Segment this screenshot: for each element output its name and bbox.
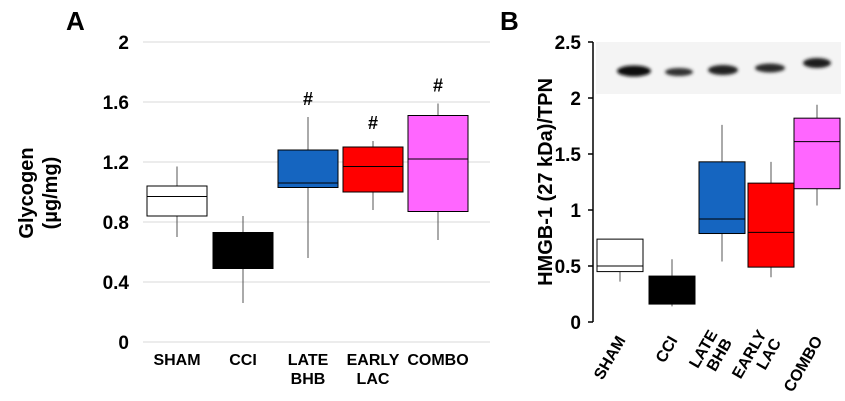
panel-b-box-early-lac bbox=[747, 182, 795, 268]
panel-b-y-tick-label: 1.5 bbox=[555, 145, 582, 166]
panel-a-boxes: # # # bbox=[146, 76, 469, 303]
panel-b-box-sham bbox=[596, 238, 644, 273]
panel-a-y-tick-label: 2 bbox=[118, 33, 129, 54]
panel-b-y-axis-label: HMGB-1 (27 kDa)/TPN bbox=[535, 78, 557, 286]
panel-b-category-label-cci: CCI bbox=[653, 334, 682, 366]
panel-b-category-label-sham: SHAM bbox=[591, 334, 629, 383]
western-blot-inset bbox=[596, 42, 841, 94]
panel-a-y-axis-label-line2: (µg/mg) bbox=[40, 157, 62, 230]
panel-b-box-late-bhb bbox=[698, 161, 746, 235]
panel-b-letter: B bbox=[500, 6, 519, 36]
panel-a-annotation-late-bhb: # bbox=[303, 89, 313, 109]
panel-a-y-tick-label: 0.8 bbox=[103, 213, 129, 234]
blot-band-cci bbox=[665, 68, 693, 76]
panel-a-plot: 0 0.4 0.8 1.2 1.6 2 # # # SHAM CCI LATE BHB EARLY LA… bbox=[103, 33, 490, 388]
panel-b-box-combo bbox=[793, 117, 841, 190]
panel-b-y-tick-label: 0 bbox=[570, 313, 581, 334]
panel-a-box-cci bbox=[212, 232, 274, 269]
panel-b-y-tick-label: 2 bbox=[570, 89, 581, 110]
blot-band-sham bbox=[617, 65, 651, 77]
panel-b-category-label-late-bhb: LATEBHB bbox=[686, 327, 736, 379]
blot-band-combo bbox=[803, 58, 831, 68]
panel-a-box-late-bhb bbox=[277, 149, 339, 188]
panel-b-y-tick-label: 1 bbox=[570, 201, 581, 222]
panel-a-box-sham bbox=[146, 185, 208, 217]
panel-b-y-ticks: 0 0.5 1 1.5 2 2.5 bbox=[555, 33, 593, 334]
panel-a-category-labels: SHAM CCI LATE BHB EARLY LAC COMBO bbox=[153, 352, 468, 388]
panel-a-gridlines bbox=[143, 41, 490, 343]
panel-b-category-label-early-lac: EARLYLAC bbox=[729, 327, 785, 390]
panel-b-box-cci bbox=[648, 275, 696, 305]
panel-b-y-tick-label: 0.5 bbox=[555, 257, 582, 278]
panel-a-annotation-combo: # bbox=[433, 76, 443, 96]
panel-a-category-label-early-lac: EARLY LAC bbox=[347, 352, 400, 388]
blot-band-late-bhb bbox=[708, 65, 738, 75]
panel-a-letter: A bbox=[66, 6, 85, 36]
panel-a-category-label-sham: SHAM bbox=[153, 352, 200, 369]
panel-a-y-tick-label: 0 bbox=[118, 333, 129, 354]
panel-b-boxes bbox=[596, 104, 841, 307]
panel-b-y-tick-label: 2.5 bbox=[555, 33, 582, 54]
panel-a-category-label-cci: CCI bbox=[229, 352, 257, 369]
panel-a-annotation-early-lac: # bbox=[368, 113, 378, 133]
panel-a-category-label-late-bhb: LATE BHB bbox=[288, 352, 329, 388]
blot-band-early-lac bbox=[755, 63, 785, 73]
panel-a-y-tick-label: 1.6 bbox=[103, 93, 129, 114]
panel-a-y-tick-label: 1.2 bbox=[103, 153, 129, 174]
panel-a-y-axis-label-line1: Glycogen bbox=[16, 147, 38, 238]
panel-b-category-label-combo: COMBO bbox=[781, 334, 826, 396]
panel-a-y-tick-label: 0.4 bbox=[103, 273, 130, 294]
panel-a-box-combo bbox=[407, 115, 469, 212]
panel-a-y-ticks: 0 0.4 0.8 1.2 1.6 2 bbox=[103, 33, 130, 354]
panel-a-category-label-combo: COMBO bbox=[407, 352, 468, 369]
panel-a-box-early-lac bbox=[342, 146, 404, 193]
